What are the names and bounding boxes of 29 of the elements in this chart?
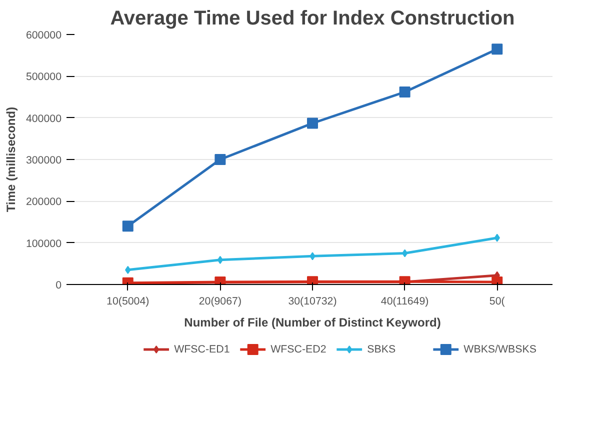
point (217, 256, 224, 264)
x-tick-label: 20(9067) (198, 296, 242, 308)
point (122, 220, 134, 232)
legend-label: WBKS/WBSKS (464, 344, 537, 356)
x-tick-label: 30(10732) (288, 296, 337, 308)
point (307, 118, 318, 129)
legend-label: WFSC-ED2 (270, 344, 326, 356)
point (399, 86, 410, 98)
point (214, 154, 226, 165)
y-tick-label: 600000 (26, 30, 62, 42)
point (125, 266, 131, 274)
y-tick-label: 100000 (26, 238, 62, 250)
point (310, 252, 316, 260)
point (402, 249, 408, 258)
y-tick-label: 500000 (26, 71, 62, 84)
y-axis-title: Time (millisecond) (4, 106, 18, 212)
y-tick-label: 200000 (26, 196, 62, 208)
y-tick-label: 300000 (26, 154, 62, 166)
x-tick-label: 40(11649) (380, 296, 429, 308)
y-tick-label: 400000 (26, 112, 62, 125)
x-tick-label: 50( (489, 296, 506, 308)
legend-label: WFSC-ED1 (174, 344, 230, 356)
legend-label: SBKS (367, 344, 396, 356)
point (494, 234, 500, 242)
point (492, 44, 503, 55)
y-tick-label: 0 (56, 280, 62, 292)
x-tick-label: 10(5004) (106, 296, 150, 308)
x-axis-title: Number of File (Number of Distinct Keyword) (184, 316, 441, 330)
chart-title: Average Time Used for Index Construction (110, 8, 515, 30)
